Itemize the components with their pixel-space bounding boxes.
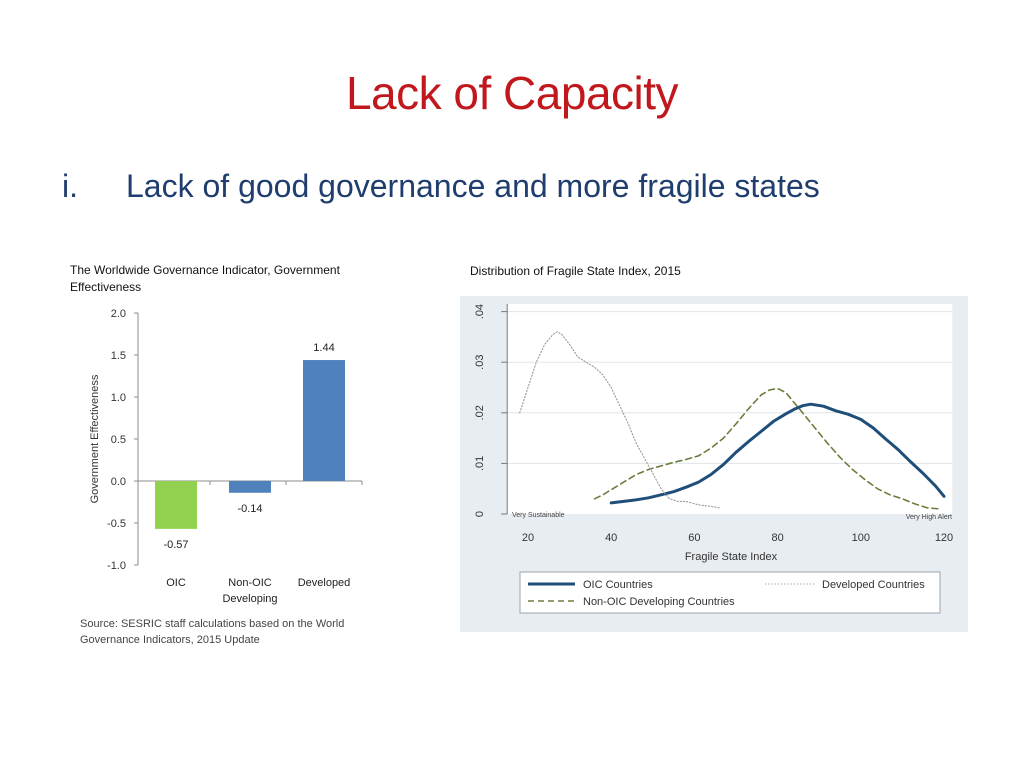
x-tick-label: 120 <box>935 532 953 544</box>
y-tick-label: 1.5 <box>111 350 126 362</box>
bar-value-label: 1.44 <box>313 342 334 354</box>
y-tick-label: -1.0 <box>107 560 126 572</box>
legend-label: OIC Countries <box>583 579 653 591</box>
y-tick-label: 2.0 <box>111 308 126 320</box>
bar-1 <box>229 481 271 493</box>
x-tick-label: 100 <box>852 532 870 544</box>
bar-chart-title: The Worldwide Governance Indicator, Gove… <box>70 263 340 294</box>
x-tick-label: 20 <box>522 532 534 544</box>
y-tick-label: .01 <box>474 456 486 471</box>
bar-2 <box>303 360 345 481</box>
bar-0 <box>155 481 197 529</box>
bullet-number: i. <box>62 168 78 204</box>
annotation-very-high-alert: Very High Alert <box>906 514 952 521</box>
x-tick-label: 80 <box>771 532 783 544</box>
line-chart: 0 .01 .02 .03 .04 20 40 60 80 100 120 Fragile State… <box>460 296 968 632</box>
y-tick-label: .04 <box>474 304 486 319</box>
x-tick-label: 60 <box>688 532 700 544</box>
slide-title: Lack of Capacity <box>345 67 679 119</box>
y-tick-label: .02 <box>474 405 486 420</box>
bar-value-label: -0.14 <box>237 503 262 515</box>
x-category-label: OIC <box>166 577 186 589</box>
bar-value-label: -0.57 <box>163 539 188 551</box>
series-line-0 <box>609 402 946 505</box>
line-chart-title: Distribution of Fragile State Index, 201… <box>470 264 681 278</box>
y-tick-label: -0.5 <box>107 518 126 530</box>
series-line-1 <box>593 387 941 510</box>
plot-area <box>507 304 953 514</box>
series-line-2 <box>519 331 720 509</box>
bullet-text: Lack of good governance and more fragile… <box>126 168 820 204</box>
annotation-very-sustainable: Very Sustainable <box>512 512 565 519</box>
x-category-label: Developed <box>298 577 351 589</box>
y-tick-label: 0 <box>474 511 486 517</box>
source-note: Source: SESRIC staff calculations based … <box>80 618 345 646</box>
y-tick-label: .03 <box>474 355 486 370</box>
legend-box <box>519 571 941 614</box>
legend-label: Non-OIC Developing Countries <box>583 596 735 608</box>
bar-chart: 2.0 1.5 1.0 0.5 0.0 -0.5 -1.0 Government Effect… <box>89 308 363 605</box>
y-axis-title: Government Effectiveness <box>89 374 101 503</box>
legend: OIC Countries Developed Countries Non-OIC … <box>519 571 941 614</box>
y-tick-label: 1.0 <box>111 392 126 404</box>
x-category-label: Non-OIC <box>228 577 271 589</box>
y-tick-label: 0.0 <box>111 476 126 488</box>
legend-label: Developed Countries <box>822 579 925 591</box>
x-category-label: Developing <box>222 593 277 605</box>
y-tick-label: 0.5 <box>111 434 126 446</box>
x-tick-label: 40 <box>605 532 617 544</box>
x-axis-title: Fragile State Index <box>685 551 778 563</box>
